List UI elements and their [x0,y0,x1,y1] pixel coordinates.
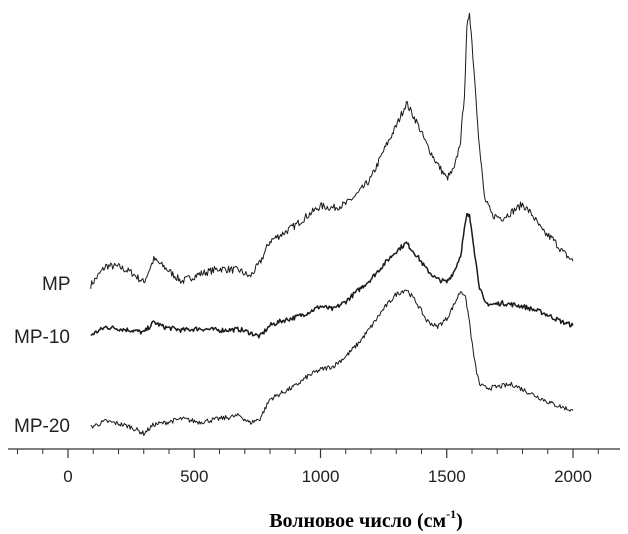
spectra-traces [91,13,573,435]
series-line-mp-10 [91,214,573,338]
x-tick-label: 1500 [428,467,466,486]
x-tick-label: 0 [63,467,72,486]
series-labels: MP MP-10 MP-20 [14,274,71,437]
series-line-mp [91,13,573,289]
x-axis-title: Волновое число (см-1) [269,507,463,532]
series-line-mp-20 [91,290,573,435]
series-label-mp: MP [42,274,71,295]
x-tick-label: 2000 [554,467,592,486]
series-label-mp-10: MP-10 [14,327,70,348]
series-label-mp-20: MP-20 [14,416,70,437]
x-axis: 0 500 1000 1500 2000 [8,449,620,486]
x-tick-label: 500 [180,467,208,486]
x-tick-label: 1000 [302,467,340,486]
